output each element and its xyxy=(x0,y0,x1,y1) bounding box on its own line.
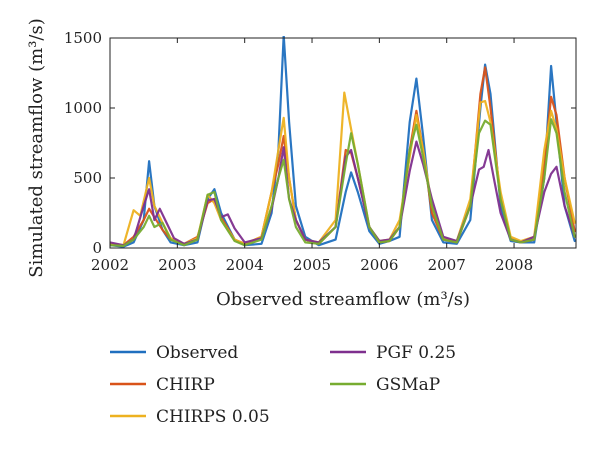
legend-label: Observed xyxy=(156,343,238,363)
x-tick-label: 2004 xyxy=(226,256,264,274)
plot-frame xyxy=(109,37,577,249)
legend-label: CHIRPS 0.05 xyxy=(156,407,270,427)
x-tick-label: 2008 xyxy=(495,256,533,274)
y-tick-label: 1500 xyxy=(64,29,102,47)
axis-ticks: 2002 2003 2004 2005 2006 2007 2008 0 500 1000 1500 xyxy=(64,29,576,274)
x-axis-label: Observed streamflow (m³/s) xyxy=(216,289,470,310)
x-tick-label: 2003 xyxy=(158,256,196,274)
y-axis-label: Simulated streamflow (m³/s) xyxy=(26,18,47,278)
y-tick-label: 500 xyxy=(73,169,102,187)
y-tick-label: 1000 xyxy=(64,99,102,117)
series-line-gsmap xyxy=(110,118,576,247)
legend: Observed CHIRP CHIRPS 0.05 PGF 0.25 GSMaP xyxy=(110,343,456,427)
legend-label: PGF 0.25 xyxy=(376,343,456,363)
x-tick-label: 2002 xyxy=(91,256,129,274)
plot-series xyxy=(110,36,576,248)
legend-label: CHIRP xyxy=(156,375,215,395)
y-tick-label: 0 xyxy=(92,239,102,257)
x-tick-label: 2006 xyxy=(360,256,398,274)
legend-label: GSMaP xyxy=(376,375,440,395)
x-tick-label: 2005 xyxy=(293,256,331,274)
series-line-pgf-0-25 xyxy=(110,140,576,247)
x-tick-label: 2007 xyxy=(428,256,466,274)
